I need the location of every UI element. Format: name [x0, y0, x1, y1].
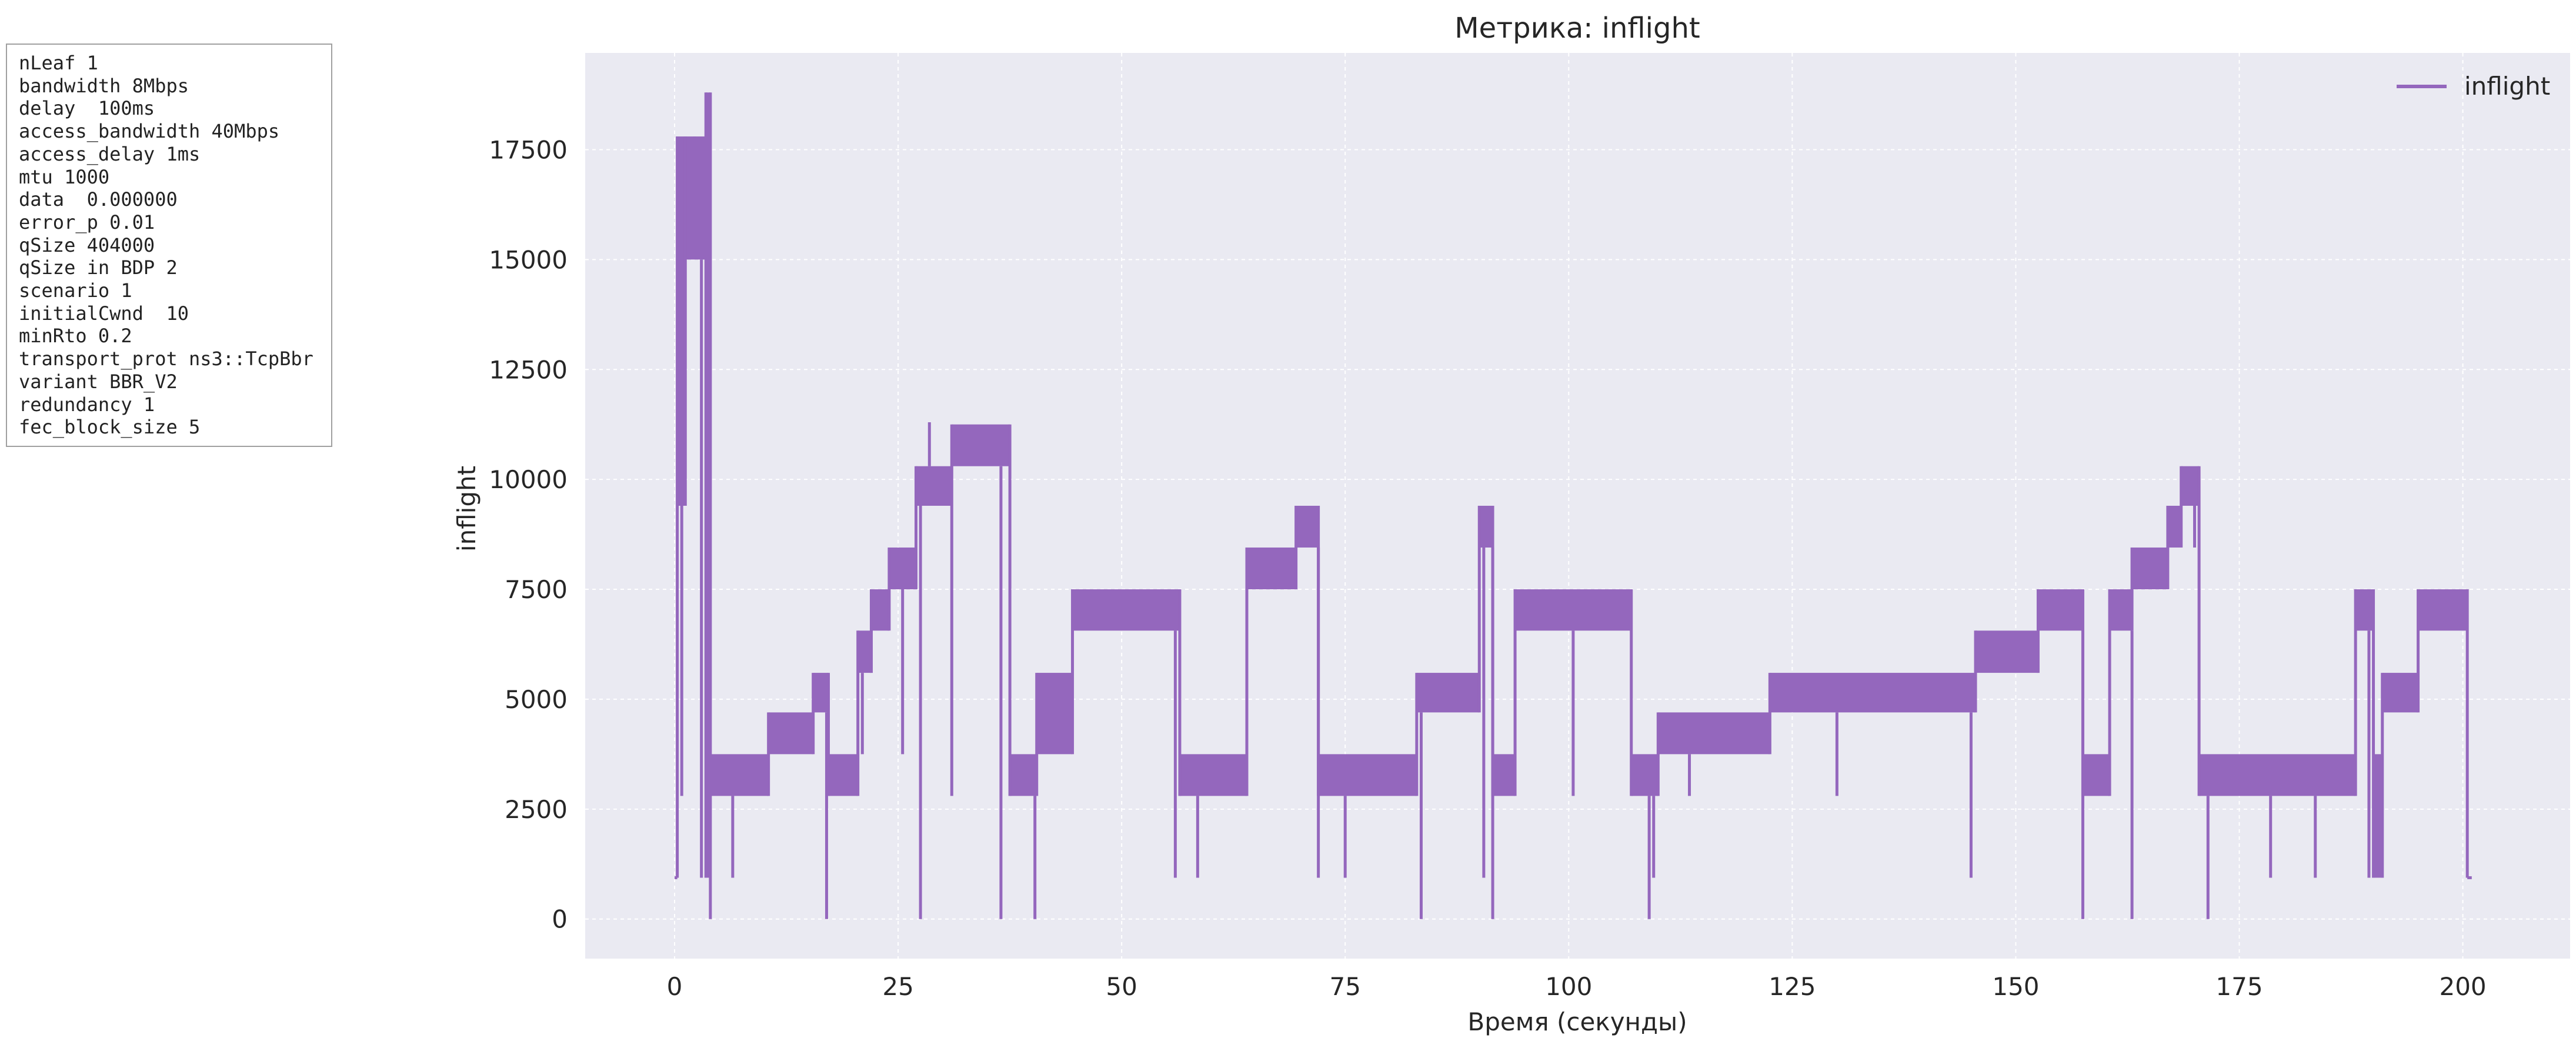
- legend-label-inflight: inflight: [2464, 72, 2550, 101]
- parameter-line: qSize 404000: [19, 233, 155, 256]
- oscillation-band-inflight: [677, 136, 686, 506]
- parameter-line: bandwidth 8Mbps: [19, 74, 189, 97]
- x-tick-label: 0: [667, 972, 683, 1001]
- oscillation-band-inflight: [2181, 466, 2200, 506]
- y-axis-label: inflight: [452, 466, 481, 552]
- oscillation-band-inflight: [1658, 712, 1770, 755]
- oscillation-band-inflight: [1179, 754, 1247, 796]
- oscillation-band-inflight: [710, 754, 769, 796]
- y-tick-label: 7500: [505, 575, 568, 604]
- oscillation-band-inflight: [1479, 506, 1493, 548]
- y-tick-label: 2500: [505, 795, 568, 824]
- oscillation-band-inflight: [2418, 589, 2468, 631]
- parameter-line: redundancy 1: [19, 393, 155, 416]
- oscillation-band-inflight: [1072, 589, 1180, 631]
- oscillation-band-inflight: [2199, 754, 2356, 796]
- y-tick-label: 5000: [505, 685, 568, 714]
- legend: inflight: [2397, 72, 2550, 101]
- y-tick-label: 15000: [489, 245, 568, 274]
- oscillation-band-inflight: [889, 548, 916, 590]
- parameter-line: transport_prot ns3::TcpBbr: [19, 348, 313, 371]
- oscillation-band-inflight: [2038, 589, 2083, 631]
- oscillation-band-inflight: [952, 424, 1010, 466]
- oscillation-band-inflight: [813, 673, 829, 713]
- oscillation-band-inflight: [1976, 630, 2038, 673]
- oscillation-band-inflight: [1770, 673, 1976, 713]
- oscillation-band-inflight: [828, 754, 858, 796]
- x-tick-label: 25: [882, 972, 913, 1001]
- parameters-box: nLeaf 1 bandwidth 8Mbps delay 100ms access_…: [6, 44, 332, 447]
- oscillation-band-inflight: [1296, 506, 1319, 548]
- y-tick-label: 12500: [489, 355, 568, 384]
- series-inflight: [675, 92, 2472, 919]
- oscillation-band-inflight: [1247, 548, 1296, 590]
- x-tick-label: 150: [1992, 972, 2039, 1001]
- parameter-line: variant BBR_V2: [19, 370, 178, 393]
- parameter-line: delay 100ms: [19, 97, 155, 120]
- oscillation-band-inflight: [2132, 548, 2168, 590]
- grid: [585, 53, 2570, 959]
- oscillation-band-inflight: [1036, 673, 1073, 755]
- parameter-line: nLeaf 1: [19, 52, 98, 74]
- parameter-line: scenario 1: [19, 279, 132, 302]
- oscillation-band-inflight: [706, 92, 710, 878]
- oscillation-band-inflight: [1493, 754, 1516, 796]
- oscillation-band-inflight: [1010, 754, 1037, 796]
- y-tick-label: 10000: [489, 465, 568, 494]
- parameter-line: mtu 1000: [19, 165, 110, 188]
- x-tick-label: 50: [1106, 972, 1137, 1001]
- oscillation-band-inflight: [768, 712, 813, 755]
- parameter-line: error_p 0.01: [19, 211, 155, 233]
- parameter-line: access_bandwidth 40Mbps: [19, 120, 280, 143]
- parameter-line: minRto 0.2: [19, 325, 132, 348]
- oscillation-band-inflight: [1631, 754, 1659, 796]
- x-tick-label: 75: [1330, 972, 1361, 1001]
- x-tick-label: 125: [1769, 972, 1816, 1001]
- oscillation-band-inflight: [2373, 754, 2383, 878]
- x-tick-label: 175: [2215, 972, 2263, 1001]
- parameter-line: access_delay 1ms: [19, 142, 201, 165]
- x-tick-label: 200: [2439, 972, 2486, 1001]
- oscillation-band-inflight: [2110, 589, 2133, 631]
- y-tick-label: 0: [552, 905, 568, 934]
- oscillation-band-inflight: [871, 589, 889, 631]
- x-axis-label: Время (секунды): [1467, 1007, 1687, 1036]
- x-tick-label: 100: [1545, 972, 1592, 1001]
- oscillation-band-inflight: [2083, 754, 2110, 796]
- parameter-line: qSize in BDP 2: [19, 256, 178, 279]
- plot-area-background: [585, 53, 2570, 959]
- parameter-line: initialCwnd 10: [19, 302, 189, 325]
- oscillation-band-inflight: [916, 466, 952, 506]
- oscillation-band-inflight: [1416, 673, 1480, 713]
- oscillation-band-inflight: [2382, 673, 2418, 713]
- oscillation-band-inflight: [2355, 589, 2374, 631]
- parameter-line: fec_block_size 5: [19, 416, 201, 439]
- axis-ticks: 0 2500 5000 7500 10000 12500 15000 17500 0 25 50 75…: [489, 135, 2486, 1001]
- chart-title: Метрика: inflight: [1454, 12, 1700, 45]
- parameter-line: data 0.000000: [19, 188, 178, 211]
- oscillation-band-inflight: [1515, 589, 1631, 631]
- oscillation-band-inflight: [2167, 506, 2181, 548]
- y-tick-label: 17500: [489, 135, 568, 164]
- oscillation-band-inflight: [1318, 754, 1417, 796]
- oscillation-band-inflight: [857, 630, 872, 673]
